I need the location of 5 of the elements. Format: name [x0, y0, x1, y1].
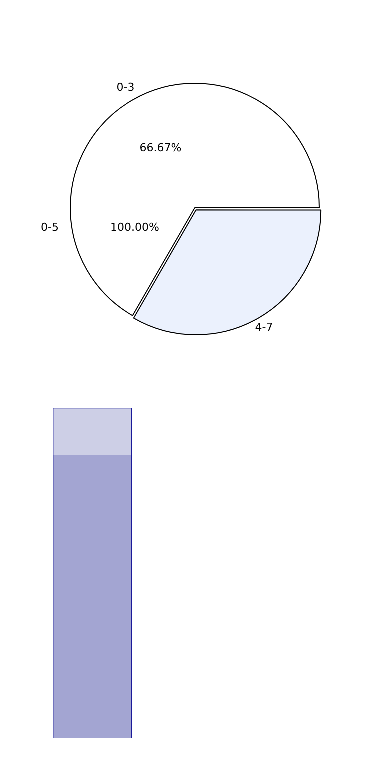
text: 0-5: [41, 220, 59, 234]
text: 100.00%: [110, 220, 160, 234]
slice-label: 4-7: [255, 320, 274, 334]
slice-label: 0-3: [116, 80, 135, 94]
data-label: 66.67%: [140, 142, 182, 155]
